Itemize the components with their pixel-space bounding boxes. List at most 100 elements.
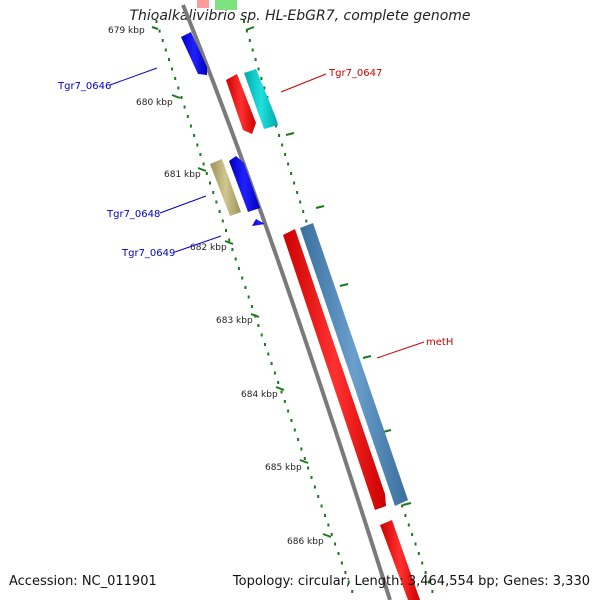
scale-dot	[245, 29, 248, 33]
scale-dot	[244, 286, 247, 289]
scale-dot	[317, 495, 320, 498]
scale-dot	[337, 552, 340, 555]
leader-Tgr7_0646	[109, 67, 158, 86]
map-title: Thioalkalivibrio sp. HL-EbGR7, complete …	[129, 8, 471, 24]
scale-dot	[300, 447, 303, 451]
gene-Tgr7_0649[interactable]	[252, 219, 265, 226]
tick-label: 685 kbp	[265, 463, 302, 473]
scale-dot	[296, 191, 299, 194]
scale-dot	[237, 267, 240, 270]
gene-label-metH[interactable]: metH	[426, 337, 453, 348]
scale-dot	[231, 248, 234, 251]
gene-label-Tgr7_0648[interactable]: Tgr7_0648	[106, 209, 160, 220]
gene-Tgr7_0646[interactable]	[181, 32, 207, 75]
scale-dot	[225, 229, 227, 232]
scale-dot	[414, 542, 417, 546]
scale-dot	[290, 172, 293, 175]
scale-dot	[303, 457, 306, 460]
accession-text: Accession: NC_011901	[9, 574, 157, 589]
scale-dot	[196, 143, 199, 147]
scale-dots-inner	[155, 20, 354, 593]
scale-dot	[199, 153, 202, 156]
scale-dot	[257, 324, 260, 327]
scale-dot	[234, 257, 237, 261]
gene-label-Tgr7_0647[interactable]: Tgr7_0647	[328, 68, 382, 79]
scale-dot	[218, 210, 221, 213]
scale-dot	[277, 381, 280, 384]
scale-dot	[347, 580, 350, 584]
scale-dot	[257, 67, 260, 71]
scale-dot	[283, 400, 286, 403]
gene-Tgr7_0648-blue[interactable]	[229, 156, 260, 212]
scale-dot	[290, 419, 293, 422]
scale-dot	[248, 39, 251, 42]
tick-label: 679 kbp	[108, 26, 145, 36]
scale-dot	[155, 20, 158, 23]
scale-dot	[280, 390, 283, 394]
scale-dot	[260, 77, 263, 80]
gene-label-Tgr7_0646[interactable]: Tgr7_0646	[57, 81, 111, 92]
leader-Tgr7_0647	[280, 73, 327, 93]
scale-dot	[174, 77, 177, 80]
scale-dot	[330, 533, 333, 536]
scale-dot	[180, 96, 183, 99]
scale-dot	[250, 305, 253, 308]
gene-Tgr7_0648-olive[interactable]	[210, 159, 241, 216]
scale-dot	[215, 200, 218, 204]
scale-dot	[404, 514, 407, 517]
tick-label: 681 kbp	[164, 170, 201, 180]
scale-dot	[284, 153, 287, 156]
genome-backbone	[181, 4, 392, 600]
scale-dot	[270, 362, 273, 365]
tick-label: 682 kbp	[190, 243, 227, 253]
scale-dot	[193, 134, 196, 137]
leader-metH	[376, 341, 425, 359]
gene-label-Tgr7_0649[interactable]: Tgr7_0649	[121, 248, 175, 259]
scale-dot	[202, 162, 205, 166]
leader-Tgr7_0648	[159, 195, 207, 214]
scale-dot	[260, 333, 263, 337]
tick-label: 686 kbp	[287, 537, 324, 547]
scale-dot	[243, 20, 245, 23]
gene-Tgr7_0647-cyan[interactable]	[244, 69, 278, 129]
scale-dot	[273, 371, 276, 375]
tick-label: 683 kbp	[216, 316, 253, 326]
scale-dot	[299, 200, 302, 204]
scale-dot	[278, 134, 281, 137]
topology-summary: Topology: circular; Length: 3,464,554 bp…	[232, 574, 590, 589]
scale-dot	[241, 276, 244, 280]
gene-Tgr7_0647-red[interactable]	[226, 74, 256, 134]
scale-dot	[171, 67, 174, 71]
scale-dot	[183, 105, 186, 109]
tick-label: 684 kbp	[241, 390, 278, 400]
scale-dot	[275, 124, 278, 128]
scale-dot	[327, 523, 330, 527]
gene-next-red[interactable]	[380, 520, 420, 600]
scale-dot	[307, 466, 310, 470]
gene-metH-steel[interactable]	[300, 223, 408, 506]
gene-metH-red[interactable]	[283, 229, 386, 510]
scale-dot	[221, 219, 224, 223]
scale-dot	[344, 571, 347, 574]
scale-dot	[189, 124, 192, 128]
scale-dot	[287, 162, 290, 166]
scale-dot	[251, 48, 254, 52]
scale-dot	[424, 571, 427, 574]
scale-dot	[305, 219, 308, 223]
scale-dot	[310, 476, 313, 479]
scale-dot	[293, 428, 296, 432]
scale-dot	[421, 561, 424, 565]
scale-dot	[254, 58, 257, 61]
scale-dot	[205, 172, 208, 175]
feature-top-red-partial	[197, 0, 209, 8]
scale-dot	[186, 115, 189, 118]
scale-dot	[168, 58, 170, 61]
scale-dot	[164, 48, 167, 52]
scale-dot	[313, 485, 316, 489]
scale-dot	[297, 438, 300, 441]
scale-dot	[177, 86, 180, 90]
scale-dot	[334, 542, 337, 546]
scale-dot	[428, 580, 430, 584]
scale-dot	[351, 590, 354, 593]
